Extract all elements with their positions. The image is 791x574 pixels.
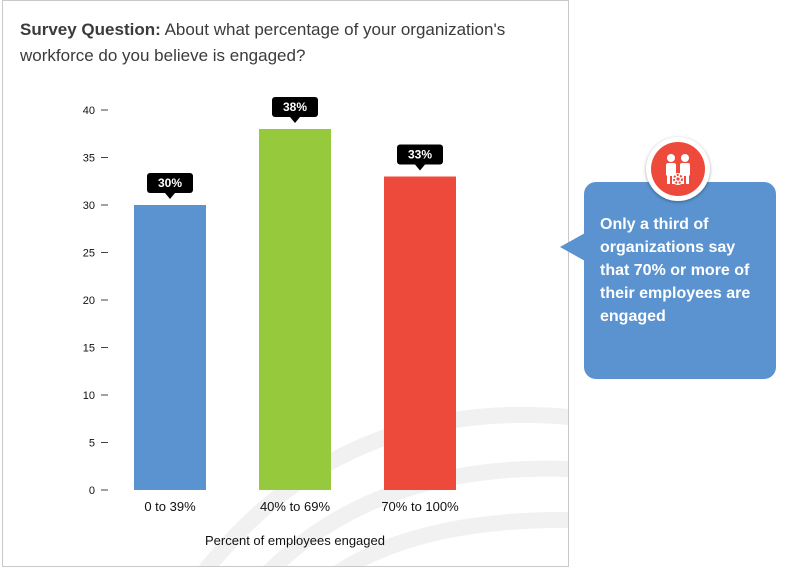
y-tick-label: 40 [83, 105, 95, 117]
y-tick-label: 0 [89, 485, 95, 497]
y-tick-label: 35 [83, 153, 95, 165]
y-tick-label: 25 [83, 248, 95, 260]
survey-question: Survey Question: About what percentage o… [20, 17, 540, 69]
y-tick-label: 10 [83, 390, 95, 402]
bars: 30% 38% 33% [134, 97, 456, 490]
data-label-box [397, 144, 443, 165]
data-label-pointer [165, 193, 175, 199]
data-label-box [147, 173, 193, 193]
people-gear-icon [666, 154, 690, 185]
badge-inner [651, 142, 705, 196]
background-swirl [198, 406, 568, 566]
callout-pointer [560, 233, 585, 261]
data-label-pointer [415, 164, 425, 171]
y-axis: 0 5 10 15 20 25 30 35 40 [83, 105, 108, 497]
callout-text: Only a third of organizations say that 7… [600, 216, 751, 325]
insight-callout: Only a third of organizations say that 7… [584, 182, 776, 379]
x-tick-label: 40% to 69% [260, 499, 331, 514]
data-label-box [272, 97, 318, 117]
survey-question-text: About what percentage of your organizati… [20, 20, 506, 65]
y-tick-label: 15 [83, 343, 95, 355]
y-tick-label: 5 [89, 438, 95, 450]
data-label: 38% [283, 100, 307, 114]
data-label-pointer [290, 117, 300, 123]
callout-badge [646, 137, 710, 201]
chart-panel: Survey Question: About what percentage o… [2, 0, 569, 567]
y-tick-label: 20 [83, 295, 95, 307]
bar [134, 205, 206, 490]
x-axis: 0 to 39% 40% to 69% 70% to 100% [144, 499, 459, 514]
x-axis-title: Percent of employees engaged [205, 533, 385, 548]
survey-question-prefix: Survey Question: [20, 20, 161, 39]
data-label: 30% [158, 176, 182, 190]
data-label: 33% [408, 148, 432, 162]
bar-chart: 0 5 10 15 20 25 30 35 40 30% 38% 33% 0 to 39% 40% t… [83, 97, 568, 566]
bar [259, 129, 331, 490]
bar [384, 176, 456, 490]
x-tick-label: 70% to 100% [381, 499, 459, 514]
x-tick-label: 0 to 39% [144, 499, 196, 514]
y-tick-label: 30 [83, 200, 95, 212]
